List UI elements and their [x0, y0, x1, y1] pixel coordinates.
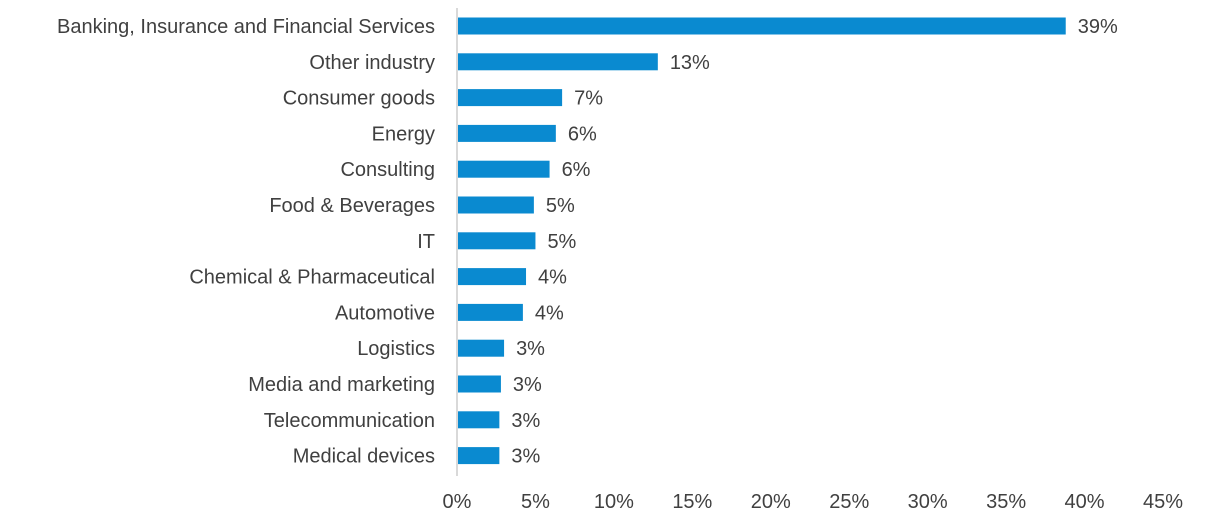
category-label: Telecommunication — [264, 410, 435, 432]
bar — [457, 89, 563, 107]
bar — [457, 196, 534, 214]
value-labels: 39% 13% 7% 6% 6% 5% 5% 4% 4% 3% 3% 3% 3% — [511, 16, 1118, 468]
data-label: 4% — [535, 302, 564, 324]
data-label: 13% — [670, 52, 710, 74]
bar — [457, 375, 501, 393]
data-label: 3% — [516, 338, 545, 360]
data-label: 5% — [546, 195, 575, 217]
category-label: Banking, Insurance and Financial Service… — [57, 16, 435, 38]
category-label: Chemical & Pharmaceutical — [189, 267, 435, 289]
bar — [457, 160, 550, 178]
bars-layer — [457, 17, 1066, 465]
category-label: Consulting — [340, 159, 435, 181]
x-tick-label: 0% — [443, 491, 472, 513]
bar — [457, 124, 556, 142]
data-label: 3% — [513, 374, 542, 396]
bar — [457, 411, 500, 429]
category-label: Medical devices — [293, 446, 435, 468]
category-labels: Banking, Insurance and Financial Service… — [57, 16, 435, 468]
category-label: Logistics — [357, 338, 435, 360]
x-tick-label: 40% — [1065, 491, 1105, 513]
category-label: Other industry — [309, 52, 435, 74]
bar — [457, 268, 527, 286]
category-label: Energy — [372, 123, 435, 145]
x-tick-label: 5% — [521, 491, 550, 513]
bar — [457, 447, 500, 465]
x-axis-ticks: 0% 5% 10% 15% 20% 25% 30% 35% 40% 45% — [443, 491, 1184, 513]
category-label: Automotive — [335, 302, 435, 324]
bar — [457, 339, 505, 357]
data-label: 7% — [574, 88, 603, 110]
x-tick-label: 10% — [594, 491, 634, 513]
x-tick-label: 20% — [751, 491, 791, 513]
x-tick-label: 25% — [829, 491, 869, 513]
x-tick-label: 15% — [672, 491, 712, 513]
data-label: 3% — [511, 446, 540, 468]
category-label: Food & Beverages — [269, 195, 435, 217]
data-label: 3% — [511, 410, 540, 432]
bar — [457, 303, 523, 321]
category-label: Consumer goods — [283, 88, 435, 110]
x-tick-label: 30% — [908, 491, 948, 513]
category-label: IT — [417, 231, 435, 253]
data-label: 6% — [562, 159, 591, 181]
data-label: 4% — [538, 267, 567, 289]
x-tick-label: 45% — [1143, 491, 1183, 513]
data-label: 39% — [1078, 16, 1118, 38]
bar — [457, 232, 536, 250]
bar — [457, 53, 658, 71]
category-label: Media and marketing — [248, 374, 435, 396]
data-label: 5% — [547, 231, 576, 253]
data-label: 6% — [568, 123, 597, 145]
bar — [457, 17, 1066, 35]
x-tick-label: 35% — [986, 491, 1026, 513]
